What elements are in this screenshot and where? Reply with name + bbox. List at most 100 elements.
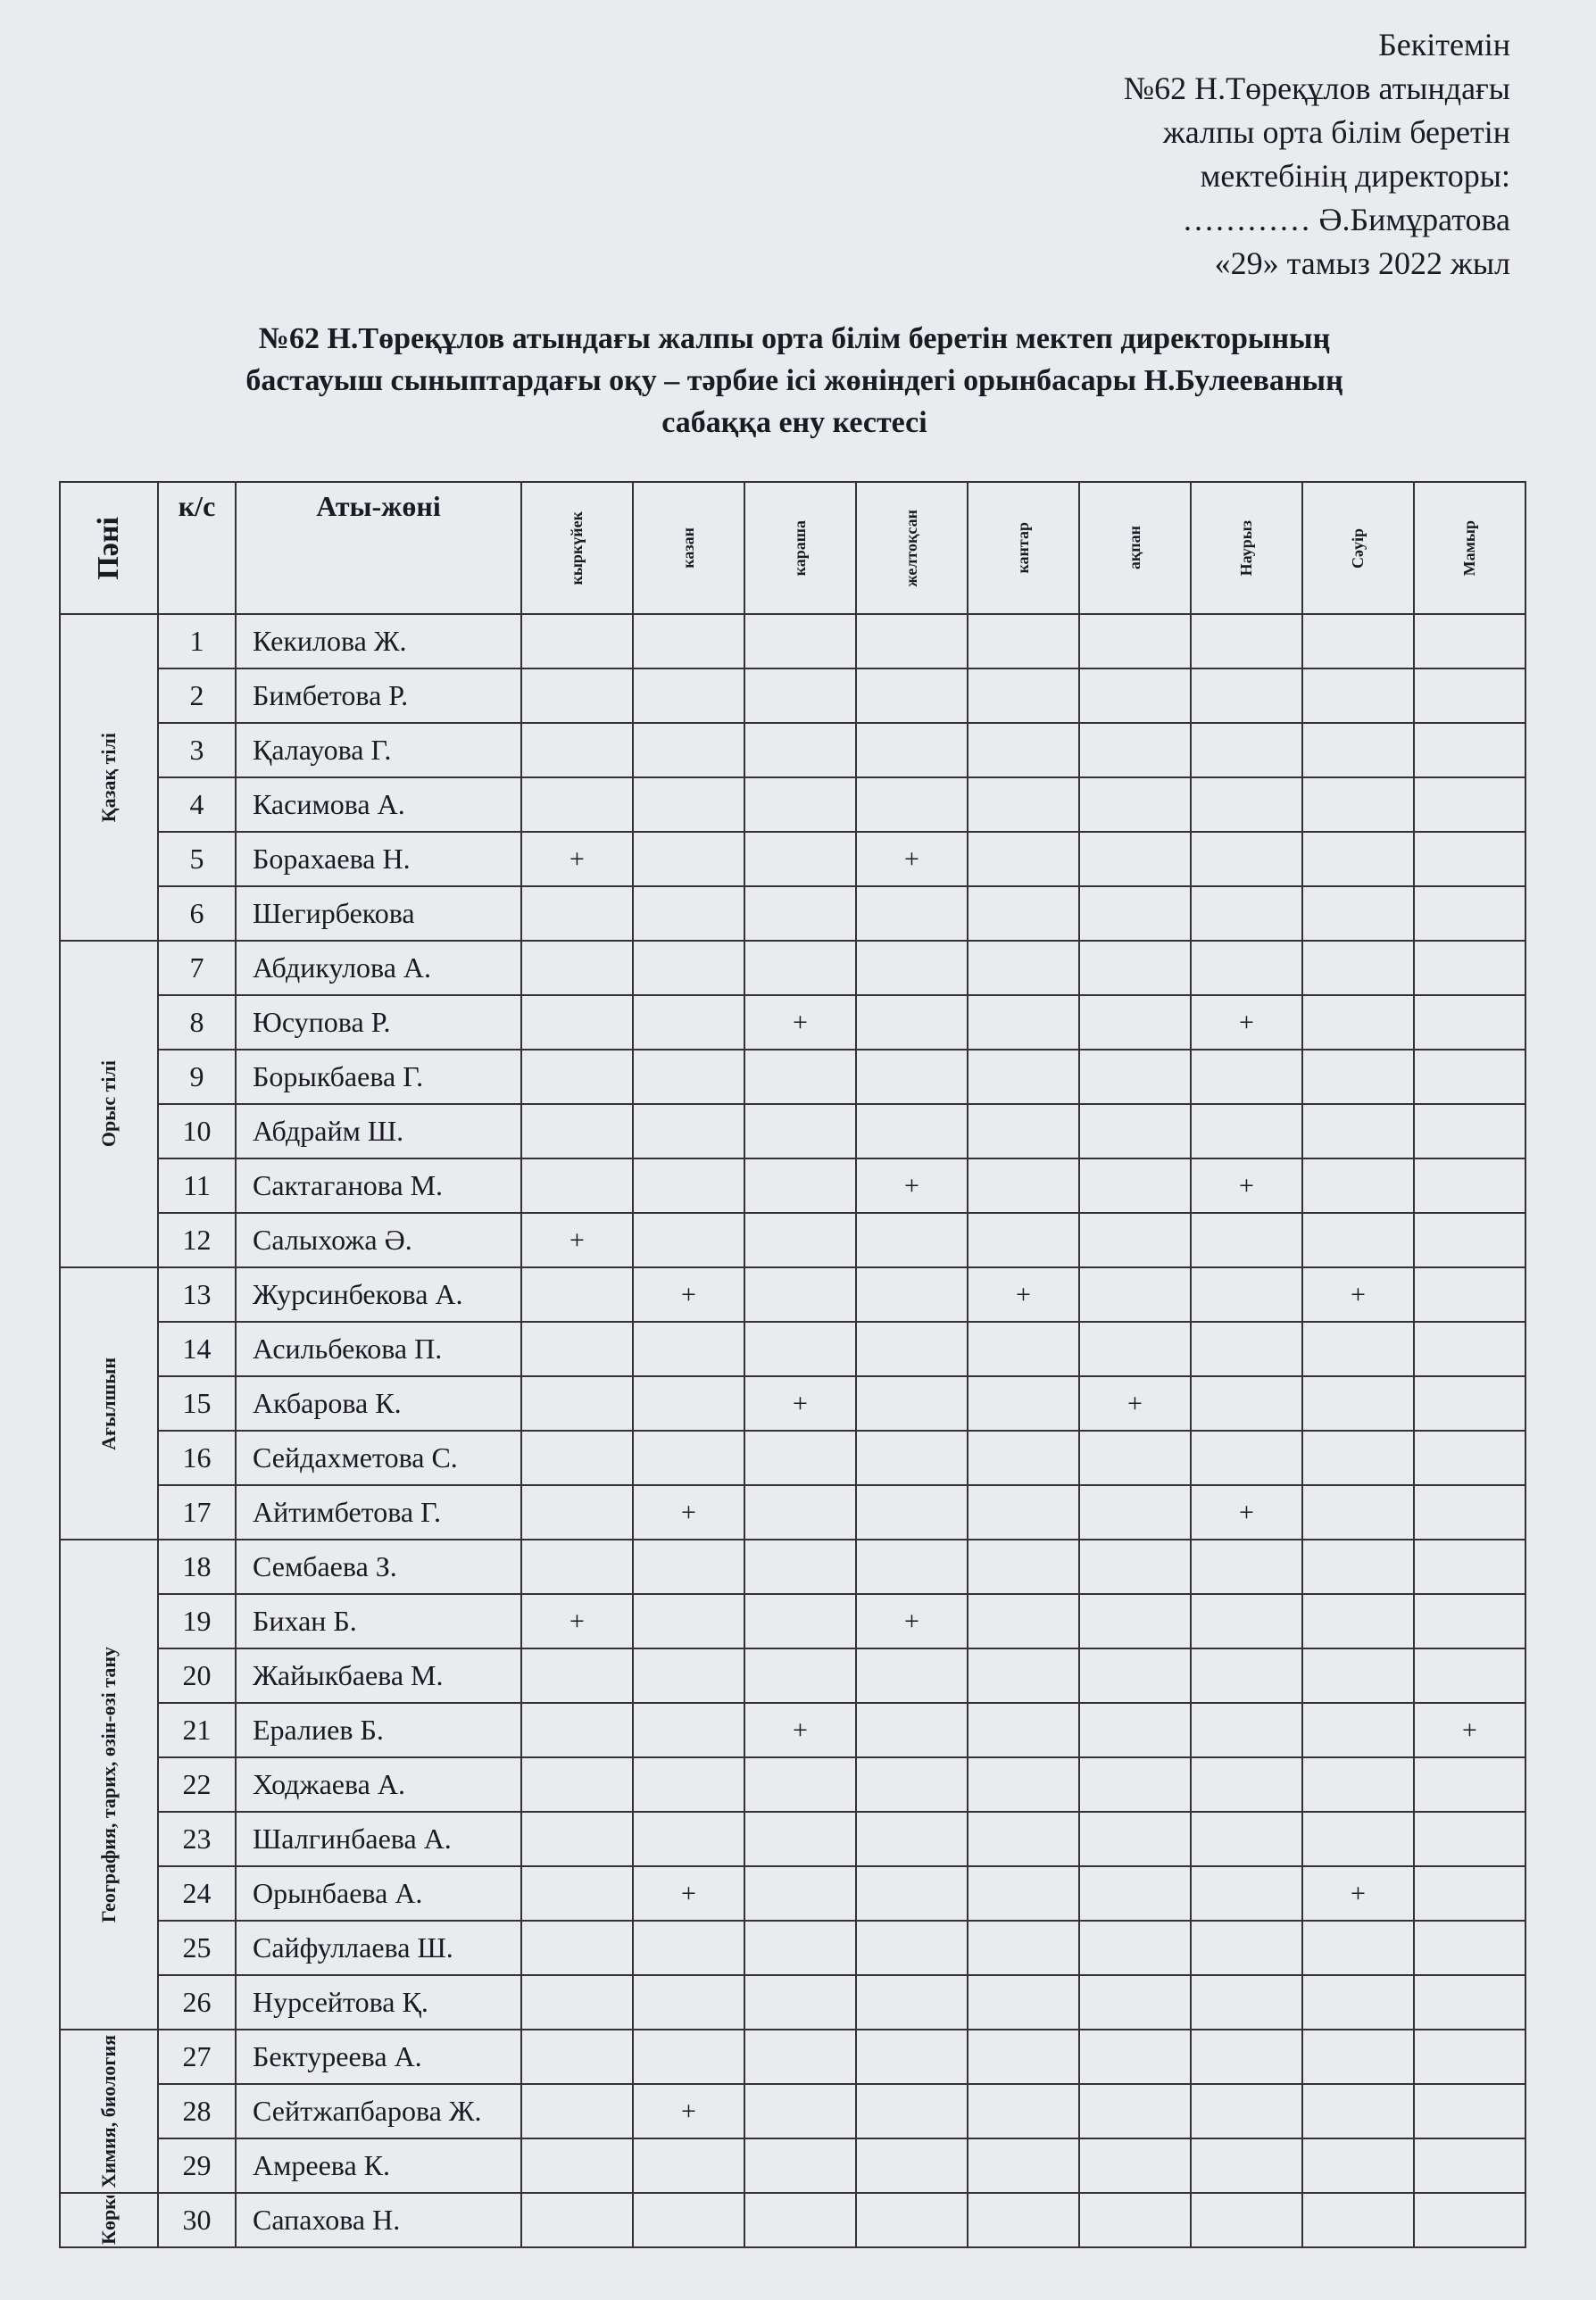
- approval-line: №62 Н.Төреқұлов атындағы: [1123, 71, 1510, 106]
- month-cell: [855, 1103, 968, 1159]
- month-cell: [744, 885, 857, 942]
- row-number: 28: [157, 2083, 237, 2139]
- row-name: Ходжаева А.: [235, 1756, 522, 1813]
- month-cell: [744, 831, 857, 887]
- row-name: Қалауова Г.: [235, 722, 522, 778]
- month-cell: [744, 1920, 857, 1976]
- month-cell: [855, 1756, 968, 1813]
- row-number: 19: [157, 1593, 237, 1649]
- table-row: 20 Жайыкбаева М.: [60, 1648, 1526, 1704]
- row-name: Кекилова Ж.: [235, 613, 522, 669]
- month-cell: [520, 1266, 634, 1323]
- month-cell: [855, 994, 968, 1050]
- month-cell: [744, 1266, 857, 1323]
- visit-mark: +: [569, 1606, 585, 1636]
- month-cell: [855, 1375, 968, 1432]
- month-cell: [1190, 668, 1303, 724]
- month-cell: [632, 1212, 745, 1268]
- month-cell: [520, 1158, 634, 1214]
- visit-mark: +: [793, 1007, 808, 1037]
- row-number: 14: [157, 1321, 237, 1377]
- month-cell: [1078, 1593, 1192, 1649]
- month-cell: [744, 1430, 857, 1486]
- row-number: 27: [157, 2029, 237, 2085]
- month-cell: [1413, 1321, 1526, 1377]
- month-cell: [1301, 1756, 1415, 1813]
- subject-label: География, тарих, өзін-өзі тану: [97, 1646, 120, 1923]
- month-cell: [855, 1539, 968, 1595]
- schedule-table: Пәні к/с Аты-жөні кыркүйек казан караша желтоқ…: [59, 481, 1526, 2248]
- month-cell: [632, 668, 745, 724]
- month-cell: +: [1078, 1375, 1192, 1432]
- month-cell: [744, 2029, 857, 2085]
- table-row: 16 Сейдахметова С.: [60, 1430, 1526, 1486]
- month-cell: [1301, 1974, 1415, 2030]
- month-cell: [1190, 1375, 1303, 1432]
- month-cell: [855, 2138, 968, 2194]
- month-cell: +: [855, 1593, 968, 1649]
- visit-mark: +: [569, 843, 585, 874]
- row-number: 24: [157, 1865, 237, 1922]
- month-cell: +: [855, 831, 968, 887]
- table-row: 6 Шегирбекова: [60, 885, 1526, 942]
- table-row: Химия, биология 27 Бектуреева А.: [59, 2029, 1526, 2194]
- month-cell: [855, 1648, 968, 1704]
- month-cell: +: [855, 1158, 968, 1214]
- row-number: 30: [157, 2192, 237, 2248]
- visit-mark: +: [1462, 1715, 1477, 1745]
- header-cell: Наурыз: [1190, 481, 1303, 615]
- month-cell: [1301, 1375, 1415, 1432]
- month-cell: [520, 776, 634, 833]
- row-number: 18: [157, 1539, 237, 1595]
- month-cell: [967, 885, 1080, 942]
- table-row: 3 Қалауова Г.: [60, 722, 1526, 778]
- month-cell: [1301, 2138, 1415, 2194]
- row-name: Сайфуллаева Ш.: [235, 1920, 522, 1976]
- month-cell: [967, 831, 1080, 887]
- month-cell: [1301, 1539, 1415, 1595]
- month-cell: [1413, 1974, 1526, 2030]
- subject-label: Ағылшын: [97, 1357, 120, 1450]
- row-name: Сейтжапбарова Ж.: [235, 2083, 522, 2139]
- row-number: 7: [157, 940, 237, 996]
- header-cell: Сәуір: [1301, 481, 1415, 615]
- row-number: 21: [157, 1702, 237, 1758]
- month-cell: [967, 940, 1080, 996]
- month-cell: [744, 1212, 857, 1268]
- header-cell: кантар: [967, 481, 1080, 615]
- row-number: 4: [157, 776, 237, 833]
- month-cell: +: [1301, 1266, 1415, 1323]
- visit-mark: +: [904, 843, 919, 874]
- row-number: 12: [157, 1212, 237, 1268]
- row-name: Ералиев Б.: [235, 1702, 522, 1758]
- month-cell: [1301, 668, 1415, 724]
- header-month: караша: [791, 519, 809, 577]
- subject-cell: Ағылшын: [59, 1266, 159, 1540]
- month-cell: [1301, 1811, 1415, 1867]
- month-cell: [1413, 722, 1526, 778]
- header-row: Пәні к/с Аты-жөні кыркүйек казан караша желтоқ…: [59, 481, 1526, 615]
- month-cell: [744, 1103, 857, 1159]
- month-cell: [967, 2138, 1080, 2194]
- month-cell: +: [632, 1484, 745, 1540]
- subject-cell: Химия, биология: [59, 2029, 159, 2194]
- month-cell: [1190, 722, 1303, 778]
- month-cell: [1078, 831, 1192, 887]
- month-cell: [967, 1375, 1080, 1432]
- header-cell: Мамыр: [1413, 481, 1526, 615]
- visit-mark: +: [681, 1497, 696, 1527]
- month-cell: [1301, 831, 1415, 887]
- month-cell: [1413, 1539, 1526, 1595]
- month-cell: [1190, 2192, 1303, 2248]
- month-cell: [632, 2138, 745, 2194]
- month-cell: [632, 1974, 745, 2030]
- month-cell: [855, 940, 968, 996]
- visit-mark: +: [1239, 1497, 1254, 1527]
- month-cell: +: [967, 1266, 1080, 1323]
- month-cell: [855, 1484, 968, 1540]
- approval-block: Бекітемін №62 Н.Төреқұлов атындағы жалпы о…: [1124, 23, 1510, 286]
- month-cell: [967, 1920, 1080, 1976]
- visit-mark: +: [1127, 1388, 1143, 1418]
- row-number: 29: [157, 2138, 237, 2194]
- visit-mark: +: [793, 1388, 808, 1418]
